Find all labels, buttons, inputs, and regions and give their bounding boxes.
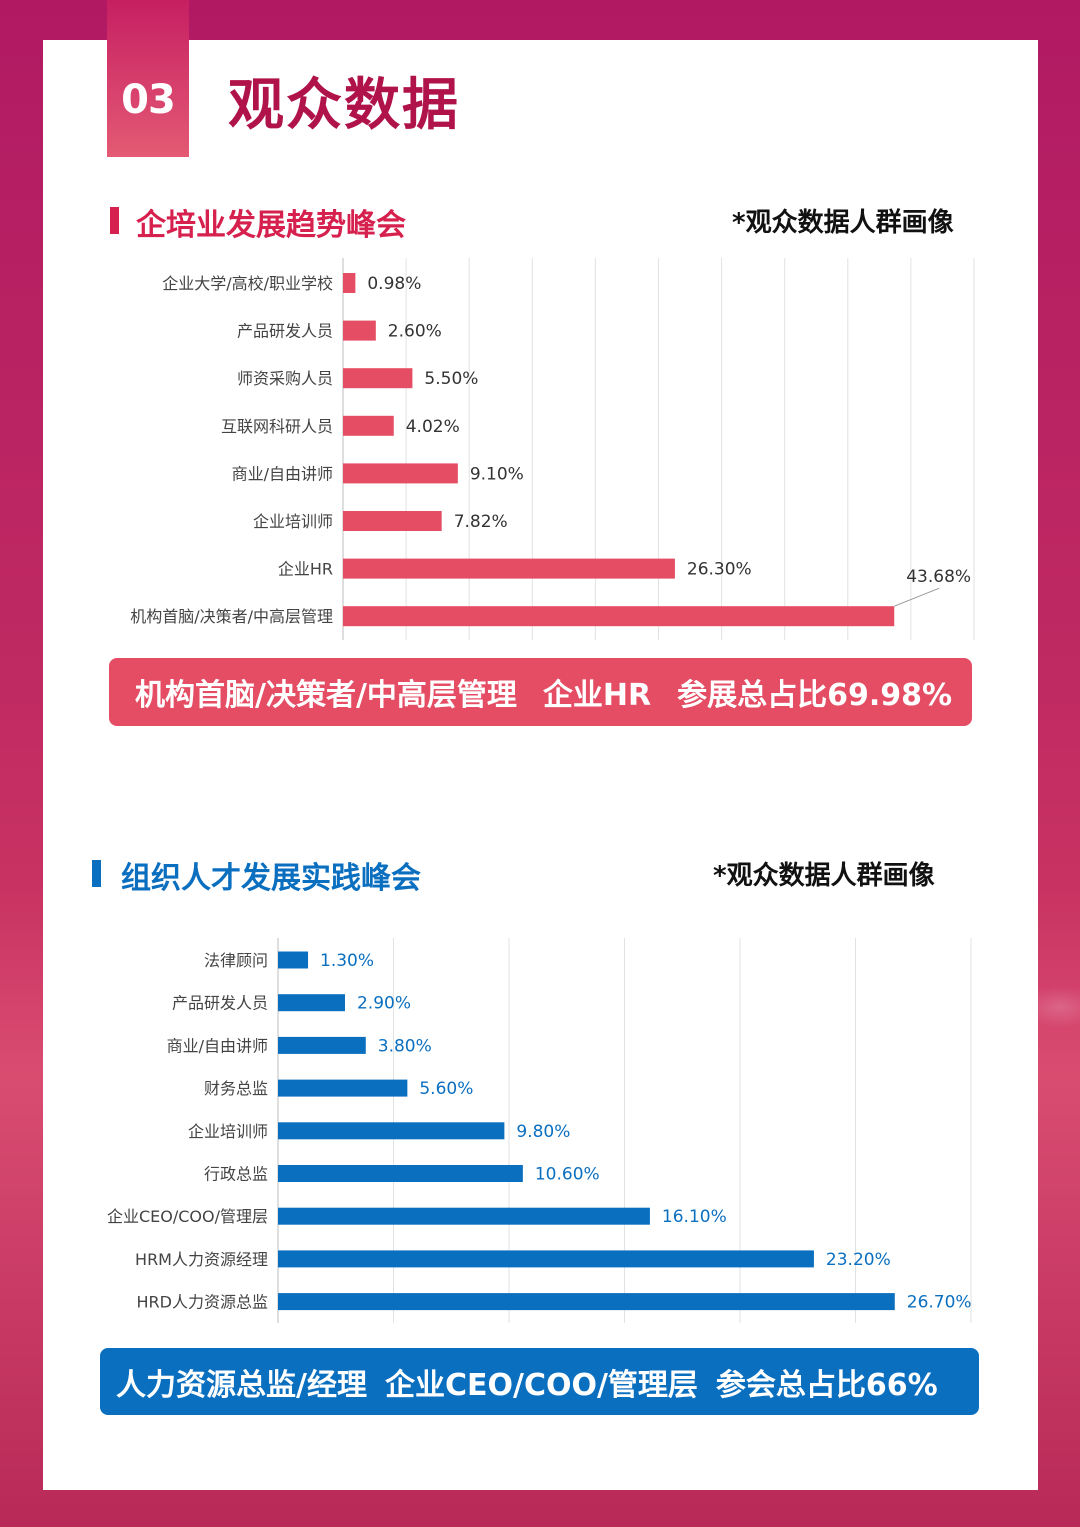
category-label: HRM人力资源经理	[135, 1250, 268, 1269]
category-label: 产品研发人员	[172, 994, 268, 1013]
category-label: 师资采购人员	[237, 369, 333, 388]
data-label: 26.70%	[907, 1293, 972, 1313]
data-label: 7.82%	[454, 512, 508, 532]
data-label: 1.30%	[320, 951, 374, 971]
data-label: 4.02%	[406, 417, 460, 437]
bar	[343, 511, 442, 531]
section2-note: *观众数据人群画像	[713, 861, 935, 891]
section2-banner: 人力资源总监/经理 企业CEO/COO/管理层 参会总占比66%	[100, 1348, 979, 1415]
category-label: 行政总监	[204, 1165, 268, 1184]
category-label: 互联网科研人员	[221, 417, 333, 436]
category-label: 商业/自由讲师	[167, 1036, 268, 1055]
section1-title: 企培业发展趋势峰会	[136, 208, 406, 243]
bar	[278, 951, 309, 969]
bar	[343, 273, 356, 293]
category-label: 企业培训师	[188, 1122, 268, 1141]
bar	[278, 1079, 408, 1097]
section1-note: *观众数据人群画像	[732, 208, 954, 238]
bar	[343, 415, 394, 436]
category-label: 企业CEO/COO/管理层	[107, 1207, 268, 1226]
bar	[343, 368, 413, 389]
category-label: 企业大学/高校/职业学校	[162, 274, 333, 293]
category-label: 产品研发人员	[237, 322, 333, 341]
data-label: 26.30%	[687, 560, 752, 580]
bar	[278, 1207, 650, 1225]
bar	[278, 1036, 366, 1054]
page-title: 观众数据	[228, 73, 460, 138]
bar	[278, 1250, 814, 1268]
section2-banner-part3: 参会总占比66%	[715, 1367, 938, 1403]
bar	[278, 1122, 505, 1140]
section2-title: 组织人才发展实践峰会	[121, 861, 421, 896]
category-label: 商业/自由讲师	[232, 464, 333, 483]
leader-line	[894, 587, 940, 607]
category-label: 企业培训师	[253, 512, 333, 531]
section1-banner: 机构首脑/决策者/中高层管理 企业HR 参展总占比69.98%	[109, 658, 972, 726]
data-label: 9.80%	[516, 1122, 570, 1142]
bar	[278, 994, 345, 1012]
bar	[343, 463, 458, 484]
data-label: 23.20%	[826, 1250, 891, 1270]
bar	[278, 1293, 895, 1311]
section-number-badge: 03	[107, 0, 189, 157]
data-label: 9.10%	[470, 464, 524, 484]
section1-banner-part3: 参展总占比69.98%	[677, 678, 953, 713]
data-label: 2.90%	[357, 994, 411, 1014]
category-label: 机构首脑/决策者/中高层管理	[130, 607, 333, 626]
data-label: 5.50%	[424, 369, 478, 389]
bar	[343, 606, 895, 627]
bar	[343, 558, 675, 579]
bar	[278, 1165, 523, 1182]
section1-banner-part1: 机构首脑/决策者/中高层管理	[135, 678, 517, 713]
chart2: 法律顾问 1.30% 产品研发人员 2.90% 商业/自由讲师 3.80% 财务总监 5.60…	[107, 938, 972, 1323]
section2-marker	[92, 860, 101, 887]
section1-banner-part2: 企业HR	[542, 678, 652, 713]
data-label: 0.98%	[367, 274, 421, 294]
category-label: 企业HR	[278, 560, 333, 579]
category-label: 法律顾问	[204, 951, 268, 970]
data-label: 43.68%	[906, 567, 971, 587]
data-label: 10.60%	[535, 1165, 600, 1185]
data-label: 16.10%	[662, 1207, 727, 1227]
section1-marker	[110, 207, 119, 234]
section2-banner-part1: 人力资源总监/经理	[116, 1367, 367, 1403]
category-label: 财务总监	[204, 1079, 268, 1098]
bar	[343, 320, 376, 341]
data-label: 3.80%	[378, 1036, 432, 1056]
category-label: HRD人力资源总监	[137, 1293, 268, 1312]
data-label: 5.60%	[419, 1079, 473, 1099]
section2-banner-part2: 企业CEO/COO/管理层	[384, 1367, 698, 1403]
content-card	[43, 40, 1038, 1490]
chart1: 企业大学/高校/职业学校 0.98% 产品研发人员 2.60% 师资采购人员 5.50% 互…	[130, 258, 975, 640]
data-label: 2.60%	[388, 322, 442, 342]
